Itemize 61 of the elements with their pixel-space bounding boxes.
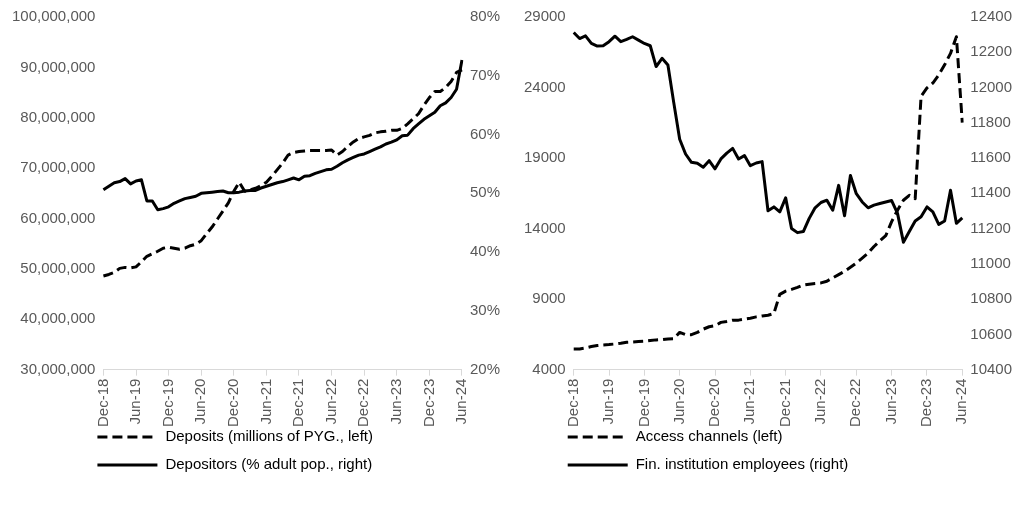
x-tick-label: Dec-19	[158, 378, 176, 427]
x-tick-label: Dec-21	[775, 378, 793, 427]
x-tick-label: Dec-18	[563, 378, 581, 427]
y-tick-label: 14000	[523, 218, 566, 236]
y-tick-label: 30,000,000	[20, 359, 96, 377]
x-tick-label: Jun-24	[952, 378, 970, 425]
y2-tick-label: 11600	[970, 148, 1011, 166]
y2-tick-label: 12000	[970, 77, 1013, 95]
x-tick-label: Jun-24	[452, 378, 470, 425]
y2-tick-label: 60%	[469, 124, 501, 142]
x-tick-label: Dec-23	[419, 378, 437, 427]
x-tick-label: Jun-19	[126, 378, 144, 425]
y2-tick-label: 11400	[970, 183, 1011, 201]
y-tick-label: 90,000,000	[20, 57, 96, 75]
y-tick-label: 24000	[523, 77, 566, 95]
y-tick-label: 29000	[523, 7, 566, 25]
y2-tick-label: 80%	[469, 7, 501, 25]
y-tick-label: 100,000,000	[11, 7, 96, 25]
line-series	[572, 35, 964, 351]
y-tick-label: 9000	[532, 289, 566, 307]
x-tick-label: Dec-19	[634, 378, 652, 427]
legend-label: Depositors (% adult pop., right)	[165, 455, 373, 473]
x-tick-label: Jun-21	[740, 378, 758, 425]
y-tick-label: 40,000,000	[20, 309, 96, 327]
x-tick-label: Jun-23	[881, 378, 899, 425]
x-tick-label: Dec-22	[846, 378, 864, 427]
y-tick-label: 19000	[523, 148, 566, 166]
x-tick-label: Dec-20	[223, 378, 241, 427]
y2-tick-label: 10400	[970, 359, 1013, 377]
x-tick-label: Jun-22	[321, 378, 339, 425]
x-tick-label: Dec-18	[93, 378, 111, 427]
y2-tick-label: 40%	[469, 242, 501, 260]
y2-tick-label: 11200	[970, 218, 1011, 236]
legend-label: Fin. institution employees (right)	[635, 455, 849, 473]
x-tick-label: Dec-22	[354, 378, 372, 427]
x-tick-label: Jun-22	[811, 378, 829, 425]
y-tick-label: 50,000,000	[20, 259, 96, 277]
y2-tick-label: 11000	[970, 253, 1011, 271]
y-tick-label: 70,000,000	[20, 158, 96, 176]
x-tick-label: Jun-20	[669, 378, 687, 425]
y2-tick-label: 10600	[970, 324, 1013, 342]
y2-tick-label: 50%	[469, 183, 501, 201]
y2-tick-label: 10800	[970, 289, 1013, 307]
x-tick-label: Jun-19	[599, 378, 617, 425]
x-tick-label: Jun-23	[386, 378, 404, 425]
legend-label: Deposits (millions of PYG., left)	[165, 427, 373, 445]
y2-tick-label: 30%	[469, 301, 501, 319]
y2-tick-label: 20%	[469, 359, 501, 377]
x-tick-label: Jun-21	[256, 378, 274, 425]
y2-tick-label: 12400	[970, 7, 1013, 25]
y-tick-label: 60,000,000	[20, 208, 96, 226]
legend-label: Access channels (left)	[635, 427, 783, 445]
x-tick-label: Dec-21	[289, 378, 307, 427]
y-tick-label: 80,000,000	[20, 107, 96, 125]
y2-tick-label: 12200	[970, 42, 1013, 60]
y2-tick-label: 70%	[469, 65, 501, 83]
y2-tick-label: 11800	[970, 112, 1011, 130]
x-tick-label: Jun-20	[191, 378, 209, 425]
x-tick-label: Dec-20	[705, 378, 723, 427]
x-tick-label: Dec-23	[917, 378, 935, 427]
y-tick-label: 4000	[532, 359, 566, 377]
